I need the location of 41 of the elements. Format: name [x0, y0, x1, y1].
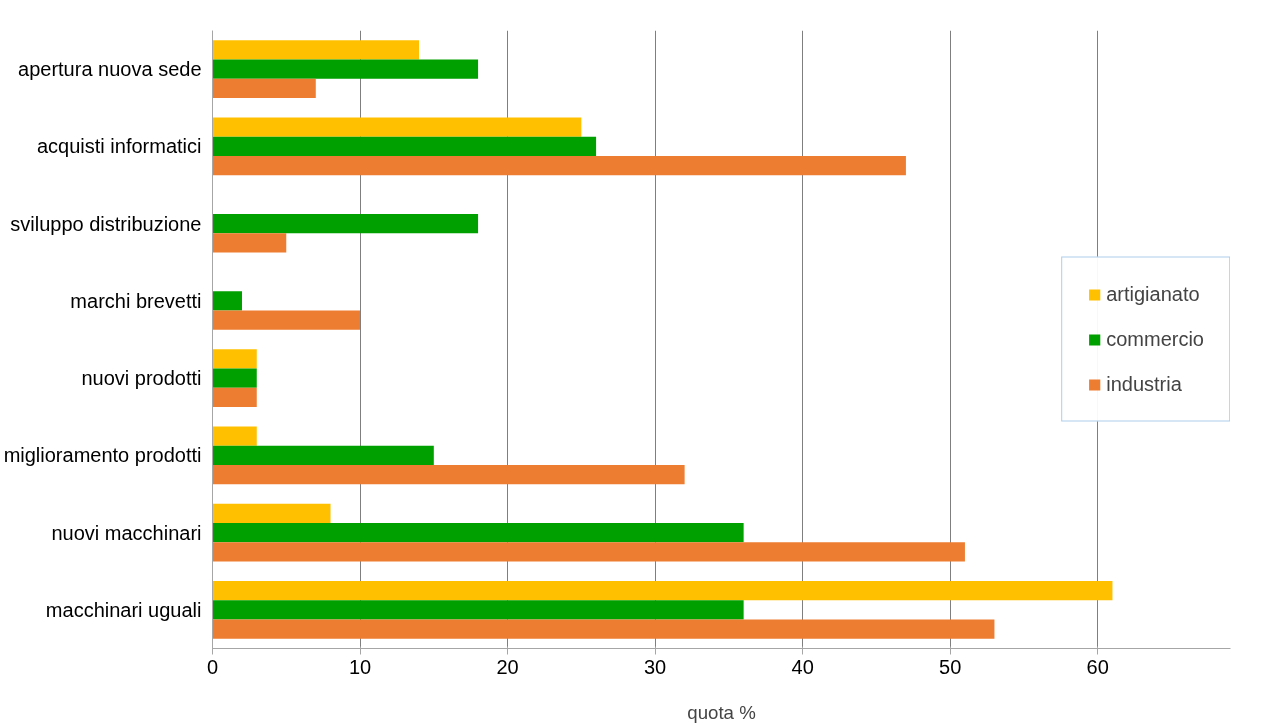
bar	[212, 213, 479, 234]
bar	[212, 368, 257, 388]
bar	[212, 59, 479, 79]
bar	[212, 619, 995, 639]
x-tick-label: 0	[206, 655, 219, 678]
bar	[212, 291, 243, 311]
bar	[212, 40, 420, 60]
bar	[212, 445, 434, 466]
y-tick-label: apertura nuova sede	[18, 58, 202, 81]
legend-label: commercio	[1106, 327, 1204, 351]
x-tick-label: 60	[1086, 655, 1109, 678]
y-tick-label: marchi brevetti	[70, 289, 202, 312]
x-tick-label: 10	[348, 655, 372, 678]
x-tick-label: 20	[496, 655, 519, 678]
bar	[212, 503, 331, 523]
bar	[212, 426, 257, 446]
x-tick-label: 40	[791, 655, 814, 678]
bar	[212, 156, 906, 176]
x-tick-label: 30	[643, 655, 667, 678]
bar	[212, 387, 257, 408]
bar	[212, 78, 316, 99]
x-axis-title: quota %	[687, 701, 756, 723]
legend-label: artigianato	[1106, 282, 1200, 306]
y-tick-label: acquisti informatici	[37, 135, 202, 158]
y-tick-label: macchinari uguali	[45, 598, 202, 621]
bar	[212, 465, 685, 485]
bar	[212, 117, 582, 137]
x-tick-label: 50	[939, 655, 962, 678]
bar	[212, 600, 744, 620]
y-tick-label: nuovi prodotti	[81, 367, 202, 390]
bar	[212, 522, 744, 543]
bar	[212, 542, 965, 562]
bar	[212, 136, 597, 157]
bar	[212, 580, 1113, 601]
bar	[212, 349, 257, 369]
y-tick-label: nuovi macchinari	[51, 521, 202, 544]
bar	[212, 233, 287, 253]
legend-label: industria	[1106, 372, 1182, 396]
y-tick-label: miglioramento prodotti	[3, 444, 202, 467]
bar	[212, 310, 361, 330]
y-tick-label: sviluppo distribuzione	[10, 212, 202, 235]
